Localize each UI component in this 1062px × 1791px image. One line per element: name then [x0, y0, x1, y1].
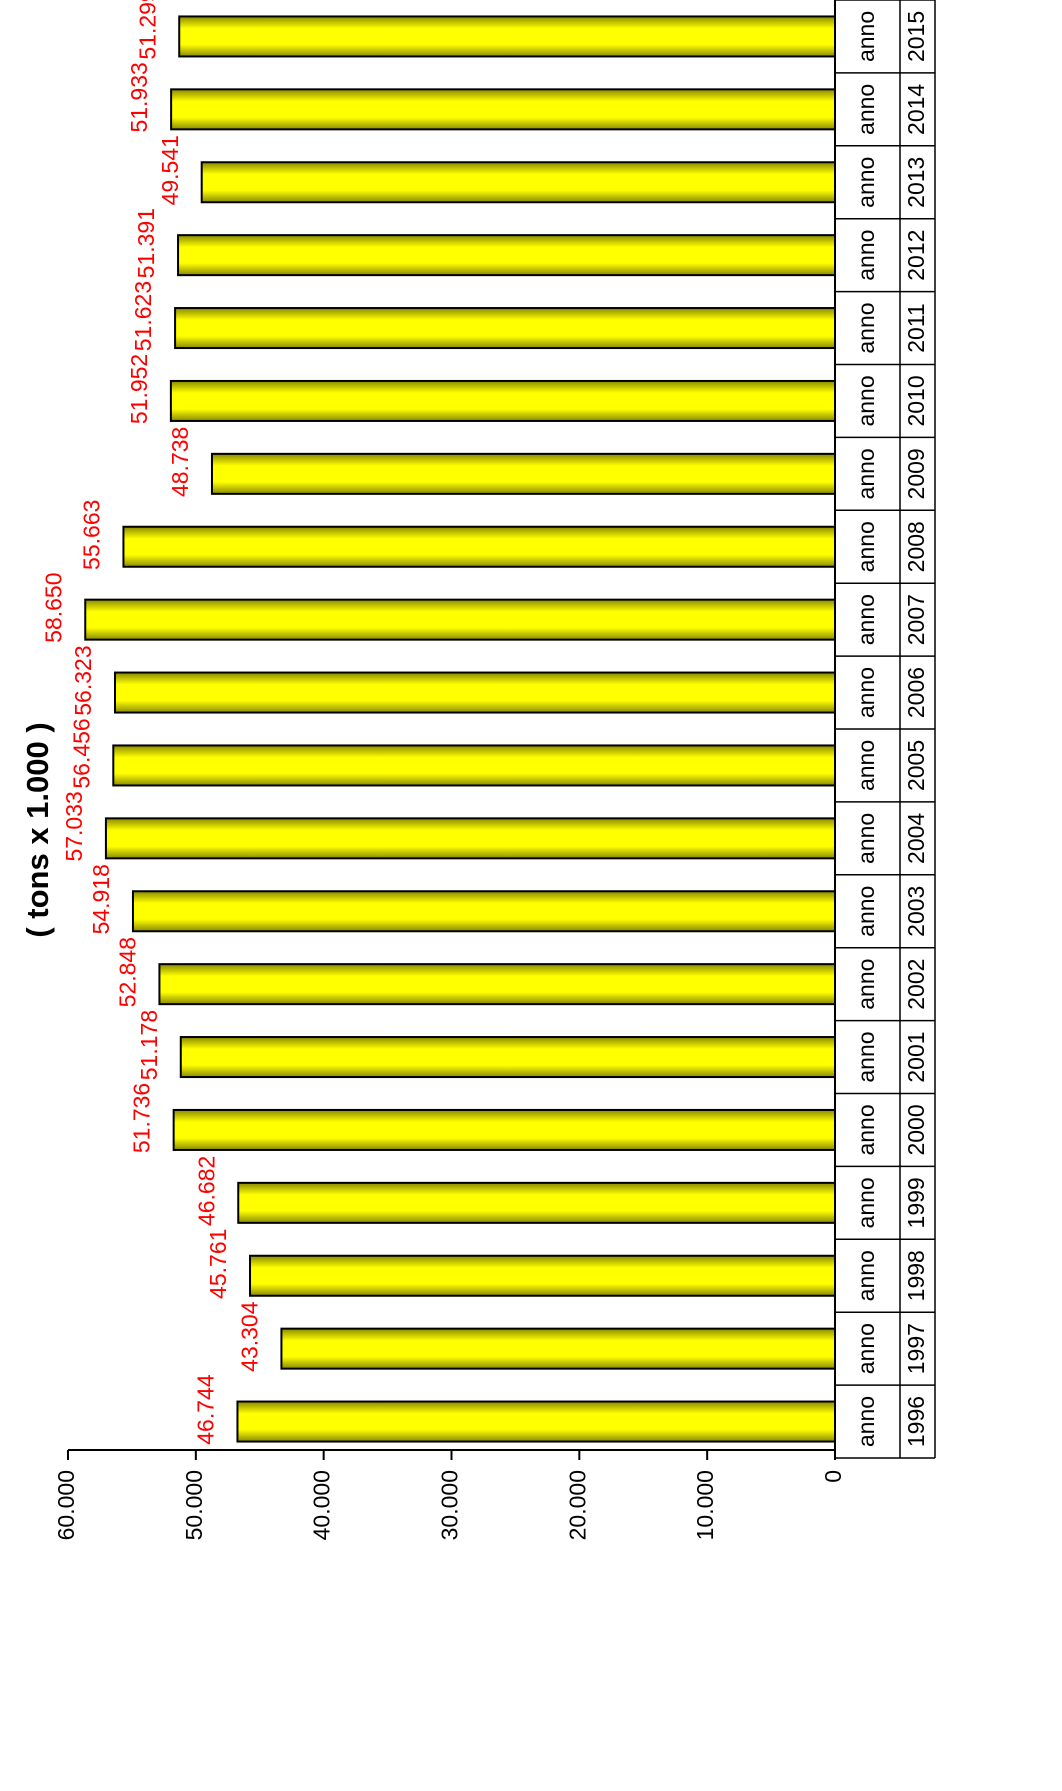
value-label: 51.952 [126, 354, 152, 424]
bar [131, 890, 836, 933]
category-label: 2005 [903, 740, 929, 791]
category-label: anno [853, 813, 879, 864]
y-tick-label: 0 [820, 1470, 846, 1483]
y-tick-label: 30.000 [437, 1470, 463, 1540]
category-label: anno [853, 230, 879, 281]
bar [114, 671, 836, 714]
value-label: 43.304 [237, 1301, 263, 1372]
bar [104, 817, 836, 860]
category-label: 2002 [903, 959, 929, 1010]
bar [122, 525, 836, 568]
value-label: 51.178 [136, 1010, 162, 1080]
bar [170, 88, 836, 131]
category-label: anno [853, 959, 879, 1010]
category-label: anno [853, 375, 879, 426]
y-tick-label: 10.000 [692, 1470, 718, 1540]
bar [237, 1181, 837, 1224]
bar [169, 379, 837, 422]
category-label: 1997 [903, 1323, 929, 1374]
category-label: 2015 [903, 11, 929, 62]
category-label: 2009 [903, 448, 929, 499]
category-label: anno [853, 594, 879, 645]
category-label: 2008 [903, 521, 929, 572]
value-label: 49.541 [157, 135, 183, 205]
bar [158, 963, 837, 1006]
category-label: anno [853, 1031, 879, 1082]
value-label: 48.738 [167, 427, 193, 497]
y-tick-label: 40.000 [309, 1470, 335, 1540]
category-label: 2012 [903, 230, 929, 281]
bar [179, 1036, 836, 1079]
category-label: 2010 [903, 375, 929, 426]
category-label: 2006 [903, 667, 929, 718]
bar [178, 15, 836, 58]
bar [280, 1327, 836, 1370]
category-label: 2011 [903, 303, 929, 352]
bar [236, 1400, 836, 1443]
category-label: anno [853, 1323, 879, 1374]
bar [112, 744, 836, 787]
value-label: 58.650 [40, 572, 66, 642]
value-label: 46.744 [193, 1374, 219, 1445]
y-tick-label: 60.000 [53, 1470, 79, 1540]
category-label: anno [853, 84, 879, 135]
category-label: 2001 [903, 1031, 929, 1082]
bar [172, 1108, 836, 1151]
category-label: 2014 [903, 84, 929, 135]
category-label: anno [853, 448, 879, 499]
category-label: 1999 [903, 1177, 929, 1228]
value-label: 51.623 [130, 281, 156, 351]
bar [174, 307, 836, 350]
category-label: anno [853, 1396, 879, 1447]
value-label: 51.391 [133, 208, 159, 278]
category-label: anno [853, 886, 879, 937]
category-label: 2003 [903, 886, 929, 937]
value-label: 51.736 [129, 1083, 155, 1153]
value-label: 45.761 [205, 1229, 231, 1299]
category-label: anno [853, 740, 879, 791]
value-label: 56.456 [68, 718, 94, 788]
value-label: 56.323 [70, 645, 96, 715]
category-label: anno [853, 11, 879, 62]
category-label: anno [853, 1177, 879, 1228]
bar [210, 452, 837, 495]
y-tick-label: 50.000 [181, 1470, 207, 1540]
value-label: 51.933 [126, 62, 152, 132]
bar [84, 598, 836, 641]
category-label: anno [853, 157, 879, 208]
bar [200, 161, 837, 204]
category-label: 1998 [903, 1250, 929, 1301]
category-label: anno [853, 521, 879, 572]
value-label: 51.299 [134, 0, 160, 60]
category-label: 2007 [903, 594, 929, 645]
category-label: 2013 [903, 157, 929, 208]
category-label: anno [853, 667, 879, 718]
bar [177, 234, 837, 277]
category-label: anno [853, 1104, 879, 1155]
category-label: 2004 [903, 813, 929, 864]
value-label: 46.682 [193, 1156, 219, 1226]
bar [249, 1254, 836, 1297]
value-label: 54.918 [88, 864, 114, 934]
category-label: 1996 [903, 1396, 929, 1447]
y-tick-label: 20.000 [564, 1470, 590, 1540]
category-label: anno [853, 302, 879, 353]
value-label: 57.033 [61, 791, 87, 861]
chart-title: ( tons x 1.000 ) [20, 722, 55, 937]
value-label: 55.663 [79, 500, 105, 570]
category-label: anno [853, 1250, 879, 1301]
category-label: 2000 [903, 1104, 929, 1155]
value-label: 52.848 [115, 937, 141, 1007]
